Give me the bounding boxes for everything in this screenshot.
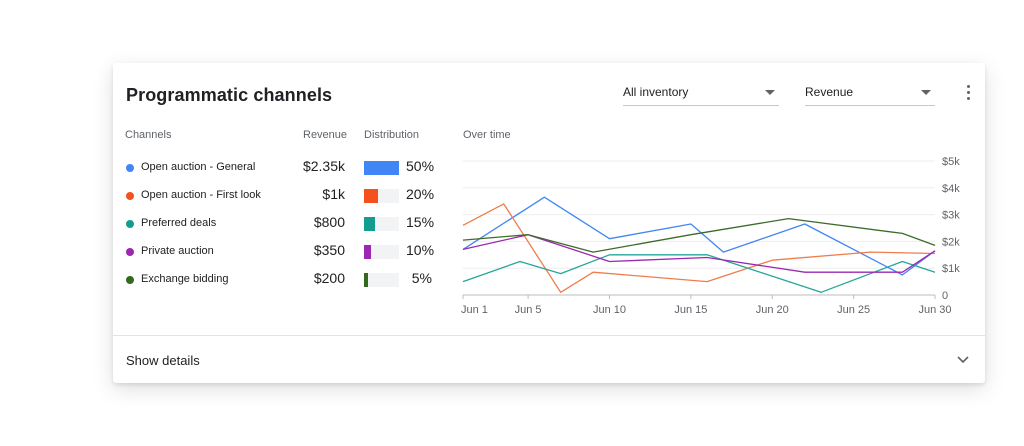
channel-name: Preferred deals: [141, 217, 217, 229]
x-tick-label: Jun 15: [674, 304, 707, 316]
series-color-dot: [126, 276, 134, 284]
distribution-bar-fill: [364, 245, 371, 259]
channel-name: Open auction - General: [141, 161, 256, 173]
distribution-bar-fill: [364, 273, 368, 287]
show-details-button[interactable]: Show details: [126, 353, 200, 368]
table-row: Private auction $350 10%: [113, 242, 453, 262]
channel-revenue: $200: [313, 270, 345, 286]
channels-header: Channels: [125, 129, 172, 141]
chevron-down-icon: [765, 90, 775, 95]
programmatic-channels-card: Programmatic channels All inventory Reve…: [113, 63, 985, 383]
channel-revenue: $1k: [322, 186, 345, 202]
inventory-select-value: All inventory: [623, 85, 689, 99]
metric-select[interactable]: Revenue: [805, 79, 935, 106]
y-tick-label: $2k: [942, 236, 960, 248]
series-line-5: [462, 217, 936, 253]
divider: [113, 335, 985, 336]
channel-revenue: $2.35k: [302, 158, 345, 174]
distribution-percent: 5%: [411, 270, 432, 286]
series-line-4: [462, 234, 936, 273]
channel-name: Exchange bidding: [141, 273, 229, 285]
distribution-bar: [364, 189, 399, 203]
series-line-2: [462, 203, 936, 293]
series-color-dot: [126, 248, 134, 256]
x-tick-label: Jun 25: [837, 304, 870, 316]
distribution-percent: 50%: [406, 158, 435, 174]
x-tick-label: Jun 30: [918, 304, 951, 316]
y-tick-label: $4k: [942, 183, 960, 195]
distribution-percent: 20%: [406, 186, 435, 202]
table-row: Exchange bidding $200 5%: [113, 270, 453, 290]
channel-revenue: $350: [313, 242, 345, 258]
series-color-dot: [126, 192, 134, 200]
revenue-header: Revenue: [303, 129, 348, 141]
distribution-bar-fill: [364, 217, 375, 231]
table-row: Open auction - First look $1k 20%: [113, 186, 453, 206]
chevron-down-icon[interactable]: [957, 353, 969, 365]
card-title: Programmatic channels: [126, 85, 333, 105]
channel-name: Open auction - First look: [141, 189, 261, 201]
series-line-1: [462, 196, 936, 276]
y-tick-label: $1k: [942, 263, 960, 275]
series-color-dot: [126, 220, 134, 228]
channel-name: Private auction: [141, 245, 214, 257]
x-tick-label: Jun 5: [515, 304, 542, 316]
distribution-percent: 15%: [406, 214, 435, 230]
chevron-down-icon: [921, 90, 931, 95]
distribution-bar-fill: [364, 161, 399, 175]
more-vert-icon[interactable]: [967, 85, 971, 103]
distribution-bar: [364, 217, 399, 231]
x-tick-label: Jun 1: [461, 304, 488, 316]
y-tick-label: 0: [942, 290, 948, 302]
y-tick-label: $5k: [942, 156, 960, 168]
distribution-percent: 10%: [406, 242, 435, 258]
table-row: Open auction - General $2.35k 50%: [113, 158, 453, 178]
inventory-select[interactable]: All inventory: [623, 79, 779, 106]
over-time-header: Over time: [463, 129, 511, 141]
y-tick-label: $3k: [942, 210, 960, 222]
series-color-dot: [126, 164, 134, 172]
channel-revenue: $800: [313, 214, 345, 230]
distribution-header: Distribution: [364, 129, 420, 141]
distribution-bar: [364, 273, 399, 287]
over-time-chart: 0 $1k $2k $3k $4k $5k Jun 1 Jun 5 Jun 10 Jun 15 Ju…: [461, 156, 960, 316]
x-tick-label: Jun 10: [593, 304, 626, 316]
x-tick-label: Jun 20: [756, 304, 789, 316]
distribution-bar-fill: [364, 189, 378, 203]
distribution-bar: [364, 161, 399, 175]
series-line-3: [462, 254, 936, 293]
metric-select-value: Revenue: [805, 85, 854, 99]
distribution-bar: [364, 245, 399, 259]
table-row: Preferred deals $800 15%: [113, 214, 453, 234]
